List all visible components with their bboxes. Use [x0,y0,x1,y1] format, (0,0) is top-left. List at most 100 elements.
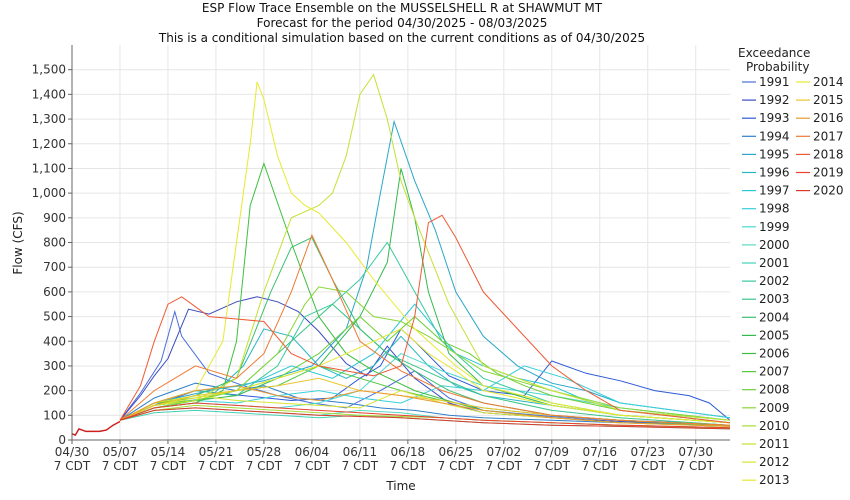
y-tick-label: 300 [43,359,66,373]
legend-label: 2006 [759,347,790,361]
legend-label: 2001 [759,256,790,270]
legend-item: 2018 [796,147,844,161]
legend-item: 2001 [742,256,790,270]
x-tick-sublabel: 7 CDT [438,459,475,473]
x-tick-sublabel: 7 CDT [150,459,187,473]
x-tick-sublabel: 7 CDT [102,459,139,473]
legend-item: 2010 [742,419,790,433]
legend-item: 2005 [742,328,790,342]
x-tick-sublabel: 7 CDT [294,459,331,473]
series-line-2017 [119,233,730,426]
legend-title: Probability [746,60,809,74]
legend-item: 2000 [742,238,790,252]
series-line-1994 [119,382,730,426]
legend-item: 2008 [742,383,790,397]
x-tick-sublabel: 7 CDT [342,459,379,473]
legend-item: 1995 [742,147,790,161]
legend-item: 2015 [796,93,844,107]
observed-line [72,420,121,437]
y-tick-label: 1,500 [32,63,66,77]
y-tick-label: 600 [43,285,66,299]
chart-title-line: ESP Flow Trace Ensemble on the MUSSELSHE… [202,1,603,15]
legend-label: 2011 [759,437,790,451]
chart-title-line: This is a conditional simulation based o… [158,31,645,45]
legend-label: 2008 [759,383,790,397]
legend-item: 1997 [742,184,790,198]
legend-item: 2003 [742,292,790,306]
legend-item: 2011 [742,437,790,451]
series-line-1991 [119,309,730,426]
x-axis-title: Time [385,479,415,493]
legend-label: 2018 [813,147,844,161]
legend-label: 1994 [759,129,790,143]
legend-item: 2020 [796,184,844,198]
legend-item: 1999 [742,220,790,234]
legend-item: 2017 [796,129,844,143]
series-line-2014 [119,81,730,424]
y-tick-label: 100 [43,408,66,422]
x-tick-sublabel: 7 CDT [390,459,427,473]
legend-label: 1999 [759,220,790,234]
series-line-1997 [119,303,730,421]
x-tick-label: 07/02 [487,445,522,459]
legend-item: 2014 [796,75,844,89]
chart-title-line: Forecast for the period 04/30/2025 - 08/… [257,16,548,30]
y-tick-label: 1,000 [32,186,66,200]
legend-item: 2009 [742,401,790,415]
legend-item: 2016 [796,111,844,125]
legend-label: 2002 [759,274,790,288]
x-tick-label: 05/21 [199,445,234,459]
legend-item: 1993 [742,111,790,125]
y-tick-label: 400 [43,334,66,348]
legend-label: 2003 [759,292,790,306]
series-line-1998 [119,365,730,421]
y-tick-label: 500 [43,310,66,324]
legend-item: 2006 [742,347,790,361]
legend-item: 1991 [742,75,790,89]
legend-item: 2012 [742,455,790,469]
grid-lines [71,45,730,441]
series-line-2002 [119,241,730,424]
legend-label: 2014 [813,75,844,89]
legend-item: 2019 [796,166,844,180]
series-line-2003 [119,303,730,426]
legend-label: 2019 [813,166,844,180]
x-tick-label: 06/25 [439,445,474,459]
x-tick-sublabel: 7 CDT [198,459,235,473]
x-tick-label: 06/04 [295,445,330,459]
legend-item: 1992 [742,93,790,107]
series-line-2019 [119,402,730,429]
legend-label: 2016 [813,111,844,125]
y-tick-label: 1,200 [32,137,66,151]
x-tick-sublabel: 7 CDT [582,459,619,473]
x-tick-sublabel: 7 CDT [54,459,91,473]
legend-item: 1994 [742,129,790,143]
y-tick-label: 1,400 [32,87,66,101]
x-tick-label: 06/11 [343,445,378,459]
legend-label: 2000 [759,238,790,252]
chart-title: ESP Flow Trace Ensemble on the MUSSELSHE… [158,1,645,45]
legend-item: 2004 [742,310,790,324]
legend-label: 1991 [759,75,790,89]
y-tick-label: 900 [43,211,66,225]
legend-label: 2012 [759,455,790,469]
legend-label: 1992 [759,93,790,107]
legend-label: 2005 [759,328,790,342]
y-tick-label: 700 [43,260,66,274]
x-tick-sublabel: 7 CDT [246,459,283,473]
legend-label: 1996 [759,166,790,180]
y-tick-label: 1,300 [32,112,66,126]
legend-item: 1996 [742,166,790,180]
y-tick-label: 800 [43,236,66,250]
x-tick-sublabel: 7 CDT [486,459,523,473]
series-line-2006 [119,161,730,427]
legend-item: 1998 [742,202,790,216]
legend-label: 2007 [759,365,790,379]
legend-label: 1998 [759,202,790,216]
x-tick-label: 05/07 [103,445,138,459]
legend-label: 2017 [813,129,844,143]
legend-label: 2004 [759,310,790,324]
x-tick-sublabel: 7 CDT [534,459,571,473]
